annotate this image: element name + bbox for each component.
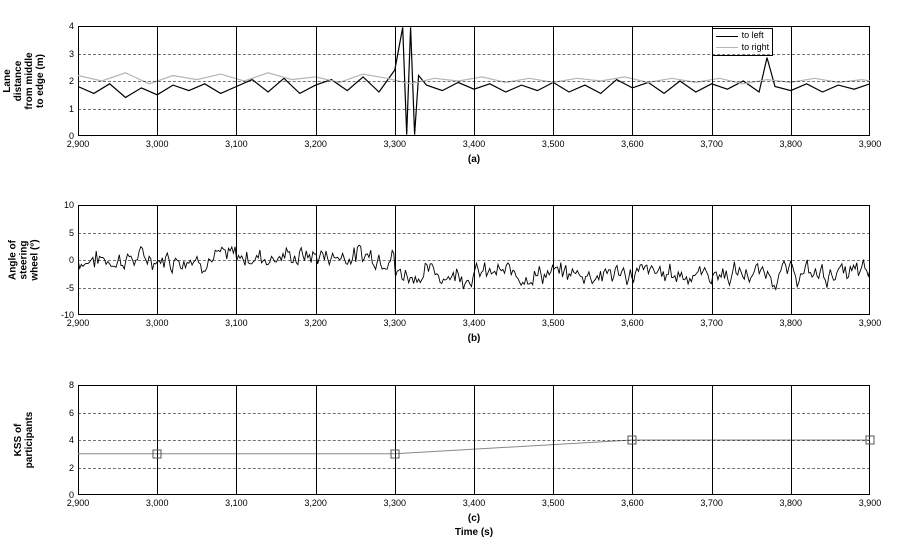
ytick-label: 1 [69,104,78,114]
xtick-label: 3,600 [621,315,644,328]
ytick-label: 5 [69,228,78,238]
legend-swatch [716,47,738,48]
panel-c: 2,9003,0003,1003,2003,3003,4003,5003,600… [78,385,870,495]
sublabel-b: (b) [454,333,494,344]
ytick-label: 2 [69,463,78,473]
ytick-label: 4 [69,21,78,31]
legend-item: to right [716,42,770,54]
xtick-label: 3,500 [542,136,565,149]
xtick-label: 3,900 [859,495,882,508]
xtick-label: 3,400 [463,136,486,149]
ytick-label: 6 [69,408,78,418]
xlabel-time: Time (s) [424,527,524,538]
kss-marker [866,436,875,445]
legend-label: to left [742,30,764,42]
xtick-label: 3,200 [304,136,327,149]
ylabel-a: Lane distance from middle to edge (m) [2,51,46,111]
xtick-label: 3,200 [304,315,327,328]
ytick-label: 2 [69,76,78,86]
ytick-label: 0 [69,255,78,265]
xtick-label: 3,200 [304,495,327,508]
ylabel-b: Angle of steering wheel (°) [8,230,41,290]
xtick-label: 3,300 [384,495,407,508]
xtick-label: 3,600 [621,495,644,508]
xtick-label: 3,900 [859,136,882,149]
xtick-label: 3,500 [542,495,565,508]
legend-item: to left [716,30,770,42]
ytick-label: 0 [69,131,78,141]
panel-a: to leftto right 2,9003,0003,1003,2003,30… [78,26,870,136]
legend-a: to leftto right [712,28,774,55]
gridline-h [78,468,870,469]
xtick-label: 3,800 [780,136,803,149]
gridline-h [78,233,870,234]
xtick-label: 3,700 [700,315,723,328]
gridline-h [78,109,870,110]
gridline-h [78,54,870,55]
ylabel-c: KSS of participants [13,410,35,470]
gridline-h [78,440,870,441]
xtick-label: 3,800 [780,315,803,328]
xtick-label: 3,100 [225,136,248,149]
gridline-h [78,413,870,414]
kss-marker [628,436,637,445]
ytick-label: 3 [69,49,78,59]
xtick-label: 3,700 [700,495,723,508]
xtick-label: 3,700 [700,136,723,149]
gridline-h [78,81,870,82]
legend-swatch [716,36,738,37]
sublabel-c: (c) [454,513,494,524]
kss-marker [153,449,162,458]
ytick-label: -10 [61,310,78,320]
gridline-h [78,288,870,289]
kss-marker [390,449,399,458]
sublabel-a: (a) [454,154,494,165]
xtick-label: 3,500 [542,315,565,328]
panel-b: 2,9003,0003,1003,2003,3003,4003,5003,600… [78,205,870,315]
xtick-label: 3,400 [463,315,486,328]
ytick-label: 10 [64,200,78,210]
xtick-label: 3,600 [621,136,644,149]
xtick-label: 3,300 [384,315,407,328]
ytick-label: 8 [69,380,78,390]
xtick-label: 3,000 [146,315,169,328]
xtick-label: 3,100 [225,495,248,508]
legend-label: to right [742,42,770,54]
xtick-label: 3,100 [225,315,248,328]
xtick-label: 3,300 [384,136,407,149]
xtick-label: 3,800 [780,495,803,508]
xtick-label: 3,900 [859,315,882,328]
ytick-label: 4 [69,435,78,445]
ytick-label: -5 [66,283,78,293]
gridline-h [78,260,870,261]
xtick-label: 3,400 [463,495,486,508]
ytick-label: 0 [69,490,78,500]
xtick-label: 3,000 [146,495,169,508]
xtick-label: 3,000 [146,136,169,149]
